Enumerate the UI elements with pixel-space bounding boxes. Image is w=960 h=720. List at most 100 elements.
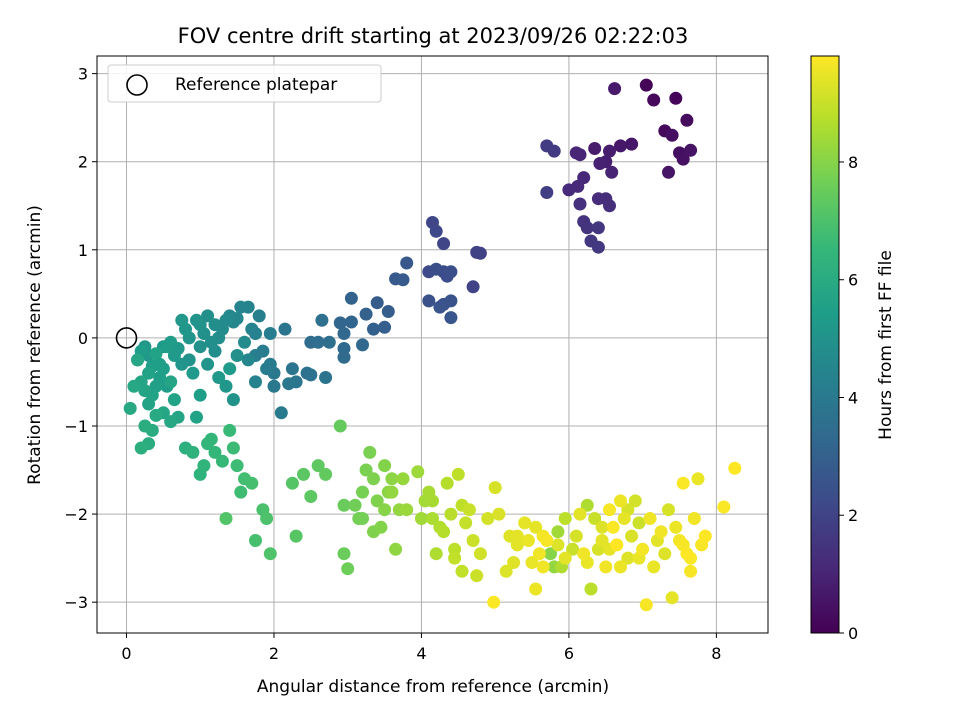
data-point	[466, 280, 480, 294]
data-point	[282, 377, 296, 391]
data-point	[186, 366, 200, 380]
data-point	[662, 503, 675, 517]
data-point	[687, 512, 701, 525]
data-point	[160, 340, 174, 354]
data-point	[691, 472, 705, 486]
data-point	[333, 419, 347, 433]
data-point	[591, 221, 605, 235]
data-point	[238, 335, 251, 349]
data-point	[625, 529, 639, 543]
data-point	[319, 371, 333, 384]
data-point	[378, 320, 392, 334]
data-point	[164, 415, 178, 429]
data-point	[536, 560, 550, 574]
data-point	[263, 547, 277, 561]
data-point	[665, 591, 679, 605]
data-point	[595, 534, 609, 547]
data-point	[510, 529, 524, 543]
data-point	[356, 512, 369, 525]
data-point	[662, 165, 675, 179]
data-point	[437, 525, 451, 539]
data-point	[605, 165, 619, 179]
data-point	[341, 562, 355, 576]
data-point	[149, 347, 163, 361]
data-point	[444, 311, 458, 325]
x-tick-label: 0	[121, 644, 131, 663]
data-point	[698, 529, 712, 543]
data-point	[201, 357, 215, 371]
data-point	[551, 525, 565, 539]
data-point	[304, 368, 318, 382]
data-point	[588, 142, 602, 155]
data-point	[260, 362, 274, 376]
data-point	[149, 408, 163, 422]
data-point	[593, 157, 607, 170]
data-point	[470, 569, 484, 583]
data-point	[337, 350, 351, 364]
plot-frame	[96, 55, 769, 634]
data-point	[680, 113, 694, 127]
data-point	[426, 512, 439, 525]
data-point	[440, 476, 454, 490]
data-point	[473, 547, 487, 561]
data-point	[223, 423, 237, 437]
data-point	[212, 371, 226, 384]
y-axis-label: Rotation from reference (arcmin)	[25, 205, 45, 485]
legend-box	[107, 64, 382, 103]
data-point	[444, 265, 458, 279]
data-point	[245, 322, 259, 336]
data-point	[584, 582, 598, 596]
data-point	[558, 551, 572, 565]
colorbar-tick-label: 0	[848, 624, 858, 643]
data-point	[348, 498, 362, 512]
data-point	[647, 560, 661, 574]
data-point	[426, 494, 439, 508]
data-point	[540, 186, 554, 199]
data-point	[529, 520, 543, 534]
data-point	[204, 335, 218, 349]
data-point	[665, 128, 679, 142]
data-point	[532, 547, 546, 561]
x-axis-label: Angular distance from reference (arcmin)	[257, 677, 609, 697]
data-point	[466, 534, 480, 547]
data-point	[289, 529, 303, 543]
x-tick-label: 4	[416, 644, 426, 663]
data-point	[134, 441, 148, 455]
data-point	[540, 534, 554, 547]
data-point	[249, 375, 262, 389]
data-point	[396, 273, 410, 287]
data-point	[219, 512, 233, 525]
data-point	[628, 494, 642, 508]
data-point	[636, 542, 650, 556]
data-point	[451, 467, 465, 481]
chart-title: FOV centre drift starting at 2023/09/26 …	[178, 24, 689, 48]
data-point	[573, 507, 587, 521]
data-point	[267, 379, 281, 393]
data-point	[455, 564, 469, 578]
data-point	[359, 307, 373, 321]
x-axis: 0 2 4 6 8	[121, 633, 721, 663]
data-point	[245, 476, 259, 490]
data-point	[400, 256, 414, 270]
data-point	[459, 516, 473, 530]
data-point	[669, 520, 683, 534]
data-point	[208, 318, 222, 332]
data-point	[333, 316, 347, 330]
data-point	[311, 335, 325, 349]
data-point	[190, 313, 203, 327]
data-point	[529, 582, 543, 596]
data-point	[448, 551, 462, 565]
data-point	[625, 137, 639, 151]
data-point	[411, 465, 425, 479]
data-point	[230, 349, 244, 362]
data-point	[492, 507, 506, 521]
y-axis: −3 −2 −1 0 1 2 3	[64, 65, 97, 612]
legend: Reference platepar	[107, 64, 382, 103]
colorbar-tick-label: 2	[848, 506, 858, 525]
data-point	[588, 512, 602, 525]
data-point	[322, 335, 336, 349]
data-point	[193, 388, 207, 402]
data-point	[470, 245, 484, 259]
data-point	[167, 349, 181, 362]
